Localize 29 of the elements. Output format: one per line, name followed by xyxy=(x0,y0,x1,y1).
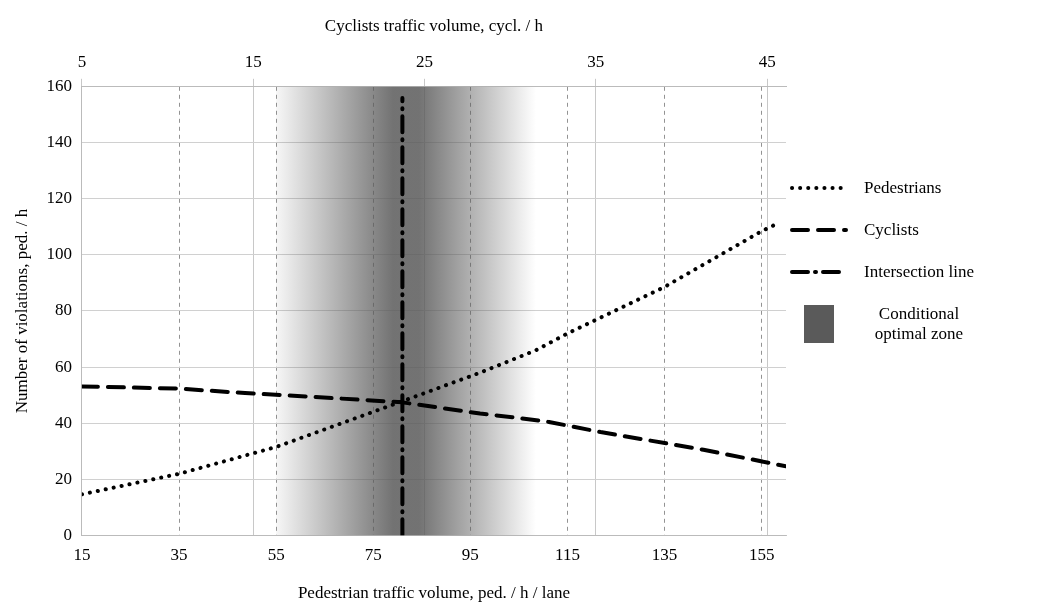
y-tick-label: 100 xyxy=(46,244,72,264)
x-tick-label: 95 xyxy=(461,544,479,564)
y-tick-label: 120 xyxy=(46,188,72,208)
text: Conditional optimal zone xyxy=(873,304,965,344)
y-tick-label: 20 xyxy=(54,468,72,488)
x2-tick-label: 5 xyxy=(77,52,87,72)
x2-tick-label: 15 xyxy=(244,52,262,72)
x2-tick-label: 35 xyxy=(587,52,605,72)
x2-axis-title: Cyclists traffic volume, cycl. / h xyxy=(324,15,544,35)
x-axis-title: Pedestrian traffic volume, ped. / h / lane xyxy=(297,583,570,603)
x-tick-label: 115 xyxy=(555,544,580,564)
legend-label: Pedestrians xyxy=(864,178,942,198)
x-tick-label: 135 xyxy=(651,544,678,564)
x-tick-label: 55 xyxy=(267,544,285,564)
x-tick-label: 155 xyxy=(748,544,775,564)
x2-tick-label: 45 xyxy=(758,52,776,72)
x-tick-label: 35 xyxy=(170,544,188,564)
y-tick-label: 140 xyxy=(46,132,72,152)
legend-label: Cyclists xyxy=(864,220,919,240)
x-tick-label: 75 xyxy=(364,544,382,564)
y-tick-label: 80 xyxy=(54,300,72,320)
legend-label: Intersection line xyxy=(864,262,974,282)
y-tick-label: 40 xyxy=(54,412,72,432)
y-tick-label: 60 xyxy=(54,356,72,376)
y-tick-label: 160 xyxy=(46,76,72,96)
x-tick-label: 15 xyxy=(73,544,91,564)
y-tick-label: 0 xyxy=(63,524,72,544)
x2-tick-label: 25 xyxy=(416,52,434,72)
y-axis-title: Number of violations, ped. / h xyxy=(11,208,31,414)
